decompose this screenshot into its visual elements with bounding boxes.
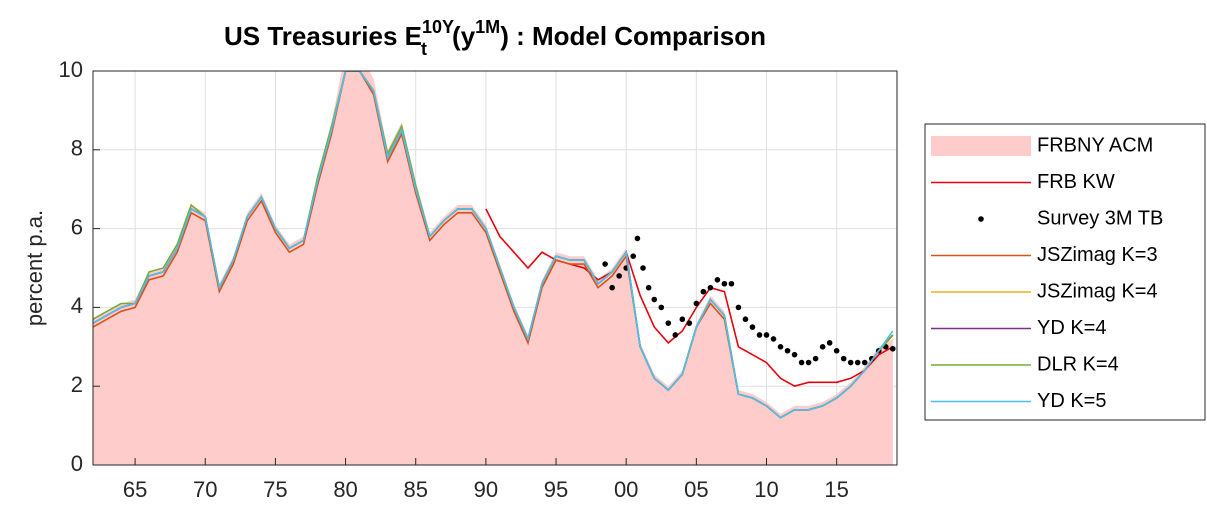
survey-point: [651, 296, 658, 303]
y-tick-label: 4: [71, 293, 83, 318]
y-axis-label: percent p.a.: [22, 210, 47, 326]
axes-box: [92, 70, 898, 466]
legend-label: FRBNY ACM: [1037, 134, 1153, 156]
chart-title: US Treasuries E10Y t (y1M) : Model Compari…: [224, 17, 766, 59]
y-tick-label: 6: [71, 214, 83, 239]
series-line: [93, 71, 894, 419]
survey-point: [679, 316, 686, 323]
x-tick-label: 65: [123, 477, 147, 502]
x-tick-label: 95: [544, 477, 568, 502]
survey-point: [889, 345, 896, 352]
x-tick-label: 85: [403, 477, 427, 502]
survey-point: [812, 355, 819, 362]
survey-point: [640, 265, 646, 271]
y-tick-label: 2: [71, 372, 83, 397]
survey-point: [602, 261, 608, 267]
survey-point: [756, 332, 763, 338]
x-tick-label: 15: [824, 477, 848, 502]
survey-point: [833, 347, 840, 354]
y-tick-label: 8: [71, 136, 83, 161]
survey-point: [826, 340, 833, 346]
area: [93, 71, 893, 465]
title-sup: 10Y: [422, 17, 454, 37]
survey-point: [819, 344, 826, 350]
legend-label: JSZimag K=3: [1037, 244, 1158, 266]
title-end: ) : Model Comparison: [500, 21, 766, 51]
y-tick-label: 10: [59, 57, 83, 82]
survey-point: [742, 316, 749, 323]
x-tick-label: 70: [193, 477, 217, 502]
survey-point: [749, 324, 756, 330]
survey-point: [634, 235, 641, 242]
survey-point: [798, 359, 805, 366]
x-tick-label: 00: [614, 477, 638, 502]
survey-point: [791, 351, 798, 358]
survey-point: [693, 300, 700, 307]
survey-point: [672, 332, 679, 338]
title-text: US Treasuries E: [224, 21, 422, 51]
survey-point: [840, 355, 847, 362]
survey-point: [714, 277, 721, 283]
x-tick-label: 75: [263, 477, 287, 502]
x-tick-label: 05: [684, 477, 708, 502]
survey-point: [630, 253, 637, 259]
legend-label: YD K=5: [1037, 390, 1106, 412]
survey-point: [805, 359, 812, 366]
survey-point: [645, 284, 652, 291]
survey-point: [658, 304, 665, 311]
survey-point: [728, 280, 735, 287]
legend-swatch: [931, 136, 1031, 156]
survey-point: [609, 284, 615, 291]
legend-label: FRB KW: [1037, 171, 1115, 193]
title-sup2: 1M: [475, 17, 500, 37]
survey-point: [735, 304, 742, 311]
series-line: [485, 208, 894, 388]
legend-swatch: [978, 216, 984, 222]
survey-point: [784, 347, 791, 354]
legend-label: Survey 3M TB: [1037, 207, 1163, 229]
legend-label: JSZimag K=4: [1037, 280, 1158, 302]
x-tick-label: 80: [333, 477, 357, 502]
survey-point: [616, 273, 622, 279]
survey-point: [854, 359, 861, 366]
survey-point: [861, 359, 868, 366]
x-tick-label: 10: [754, 477, 778, 502]
survey-point: [665, 320, 672, 326]
title-sub: t: [421, 39, 427, 59]
survey-point: [763, 332, 770, 338]
survey-point: [707, 284, 714, 291]
survey-point: [721, 280, 728, 287]
legend-label: DLR K=4: [1037, 353, 1119, 375]
survey-point: [777, 344, 784, 350]
legend-label: YD K=4: [1037, 317, 1106, 339]
survey-point: [770, 336, 777, 342]
plot-area: [93, 71, 897, 465]
y-tick-label: 0: [71, 451, 83, 476]
survey-point: [868, 355, 875, 362]
survey-point: [700, 288, 707, 295]
title-mid: (y: [452, 21, 476, 51]
survey-point: [847, 359, 854, 366]
x-tick-label: 90: [474, 477, 498, 502]
legend-box: [924, 123, 1206, 421]
survey-point: [686, 320, 693, 326]
